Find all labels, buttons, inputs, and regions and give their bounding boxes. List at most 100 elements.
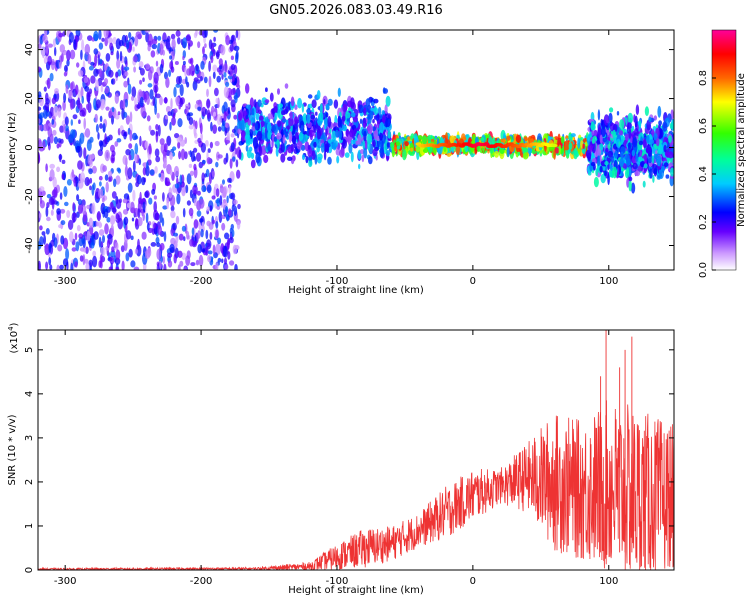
- spectral-cell: [79, 255, 84, 262]
- spectral-cell: [361, 154, 365, 163]
- spectral-cell: [49, 72, 54, 82]
- spectral-cell: [53, 186, 58, 199]
- spectral-cell: [232, 156, 236, 162]
- spectral-cell: [85, 246, 89, 254]
- spectrogram-ridge: [415, 142, 558, 149]
- spectral-cell: [362, 139, 366, 150]
- spectral-cell: [60, 220, 66, 226]
- spectral-cell: [148, 33, 153, 46]
- spectral-cell: [100, 202, 106, 215]
- spectral-cell: [154, 148, 160, 157]
- spectral-cell: [373, 98, 379, 104]
- spectral-cell: [258, 109, 262, 115]
- spectral-cell: [619, 130, 624, 136]
- spectral-cell: [223, 109, 227, 122]
- spectral-cell: [39, 112, 45, 118]
- spectral-cell: [202, 159, 206, 165]
- spectral-cell: [81, 95, 84, 104]
- spectral-cell: [568, 142, 573, 150]
- spectral-cell: [316, 90, 321, 100]
- spectral-cell: [263, 154, 269, 164]
- spectral-cell: [175, 215, 180, 225]
- spectral-cell: [245, 104, 252, 110]
- x-tick-label: -200: [190, 576, 213, 587]
- spectral-cell: [657, 105, 662, 118]
- spectral-cell: [341, 138, 347, 149]
- spectral-cell: [205, 229, 209, 240]
- spectral-cell: [290, 143, 295, 152]
- spectral-cell: [125, 60, 128, 67]
- spectral-cell: [236, 220, 241, 230]
- spectral-cell: [88, 65, 94, 71]
- spectral-cell: [60, 208, 66, 214]
- spectral-cell: [56, 264, 60, 270]
- spectral-cell: [245, 134, 251, 145]
- spectral-cell: [648, 116, 652, 123]
- spectral-cell: [154, 86, 157, 98]
- spectral-cell: [169, 121, 172, 131]
- spectral-cell: [157, 35, 162, 41]
- spectral-cell: [53, 237, 58, 248]
- spectral-cell: [137, 208, 141, 219]
- spectral-cell: [145, 165, 150, 177]
- spectral-cell: [585, 149, 592, 159]
- spectral-cell: [195, 120, 198, 130]
- spectral-cell: [49, 106, 55, 117]
- spectral-cell: [65, 248, 70, 261]
- spectral-cell: [53, 105, 59, 117]
- spectral-cell: [84, 128, 91, 138]
- spectral-cell: [599, 134, 603, 144]
- spectral-cell: [70, 119, 74, 126]
- snr-scale-label: (x104): [7, 322, 20, 353]
- spectral-cell: [54, 88, 59, 95]
- spectral-cell: [265, 87, 268, 92]
- spectral-cell: [280, 153, 286, 163]
- spectral-cell: [38, 106, 42, 111]
- spectral-cell: [278, 103, 283, 108]
- spectral-cell: [138, 91, 144, 97]
- spectral-cell: [129, 129, 133, 142]
- snr-series-line: [38, 400, 674, 570]
- snr-ylabel: SNR (10 * v/v): [7, 414, 18, 485]
- spectral-cell: [217, 237, 222, 245]
- spectral-cell: [336, 155, 340, 164]
- spectral-cell: [224, 139, 231, 144]
- spectral-cell: [125, 230, 132, 240]
- spectral-cell: [225, 35, 231, 46]
- spectral-cell: [54, 46, 57, 57]
- spectral-cell: [159, 96, 163, 106]
- spectral-cell: [273, 106, 278, 113]
- spectral-cell: [292, 135, 296, 145]
- spectral-cell: [653, 115, 658, 121]
- spectral-cell: [96, 211, 101, 222]
- spectral-cell: [327, 156, 332, 165]
- spectral-cell: [230, 133, 235, 138]
- spectral-cell: [130, 201, 135, 213]
- spectral-cell: [627, 112, 634, 124]
- spectral-cell: [78, 237, 84, 247]
- spectral-cell: [381, 114, 386, 124]
- spectral-cell: [191, 227, 195, 236]
- spectral-cell: [108, 266, 113, 270]
- spectral-cell: [184, 266, 187, 270]
- spectral-cell: [207, 148, 211, 153]
- spectral-cell: [103, 64, 108, 71]
- spectral-cell: [116, 50, 120, 61]
- spectral-cell: [130, 235, 134, 241]
- spectral-cell: [184, 66, 188, 77]
- spectral-cell: [45, 261, 49, 270]
- spectral-cell: [170, 33, 176, 40]
- spectral-cell: [404, 141, 409, 147]
- spectral-cell: [653, 153, 659, 159]
- colorbar-tick-label: 0.4: [698, 166, 709, 182]
- spectral-cell: [115, 266, 120, 270]
- spectral-cell: [257, 99, 262, 107]
- spectral-cell: [271, 139, 274, 149]
- spectral-cell: [223, 62, 228, 73]
- spectral-cell: [84, 258, 89, 264]
- spectral-cell: [188, 163, 193, 168]
- spectral-cell: [347, 134, 353, 147]
- spectral-cell: [173, 165, 180, 177]
- spectral-cell: [178, 233, 184, 241]
- spectral-cell: [131, 217, 135, 222]
